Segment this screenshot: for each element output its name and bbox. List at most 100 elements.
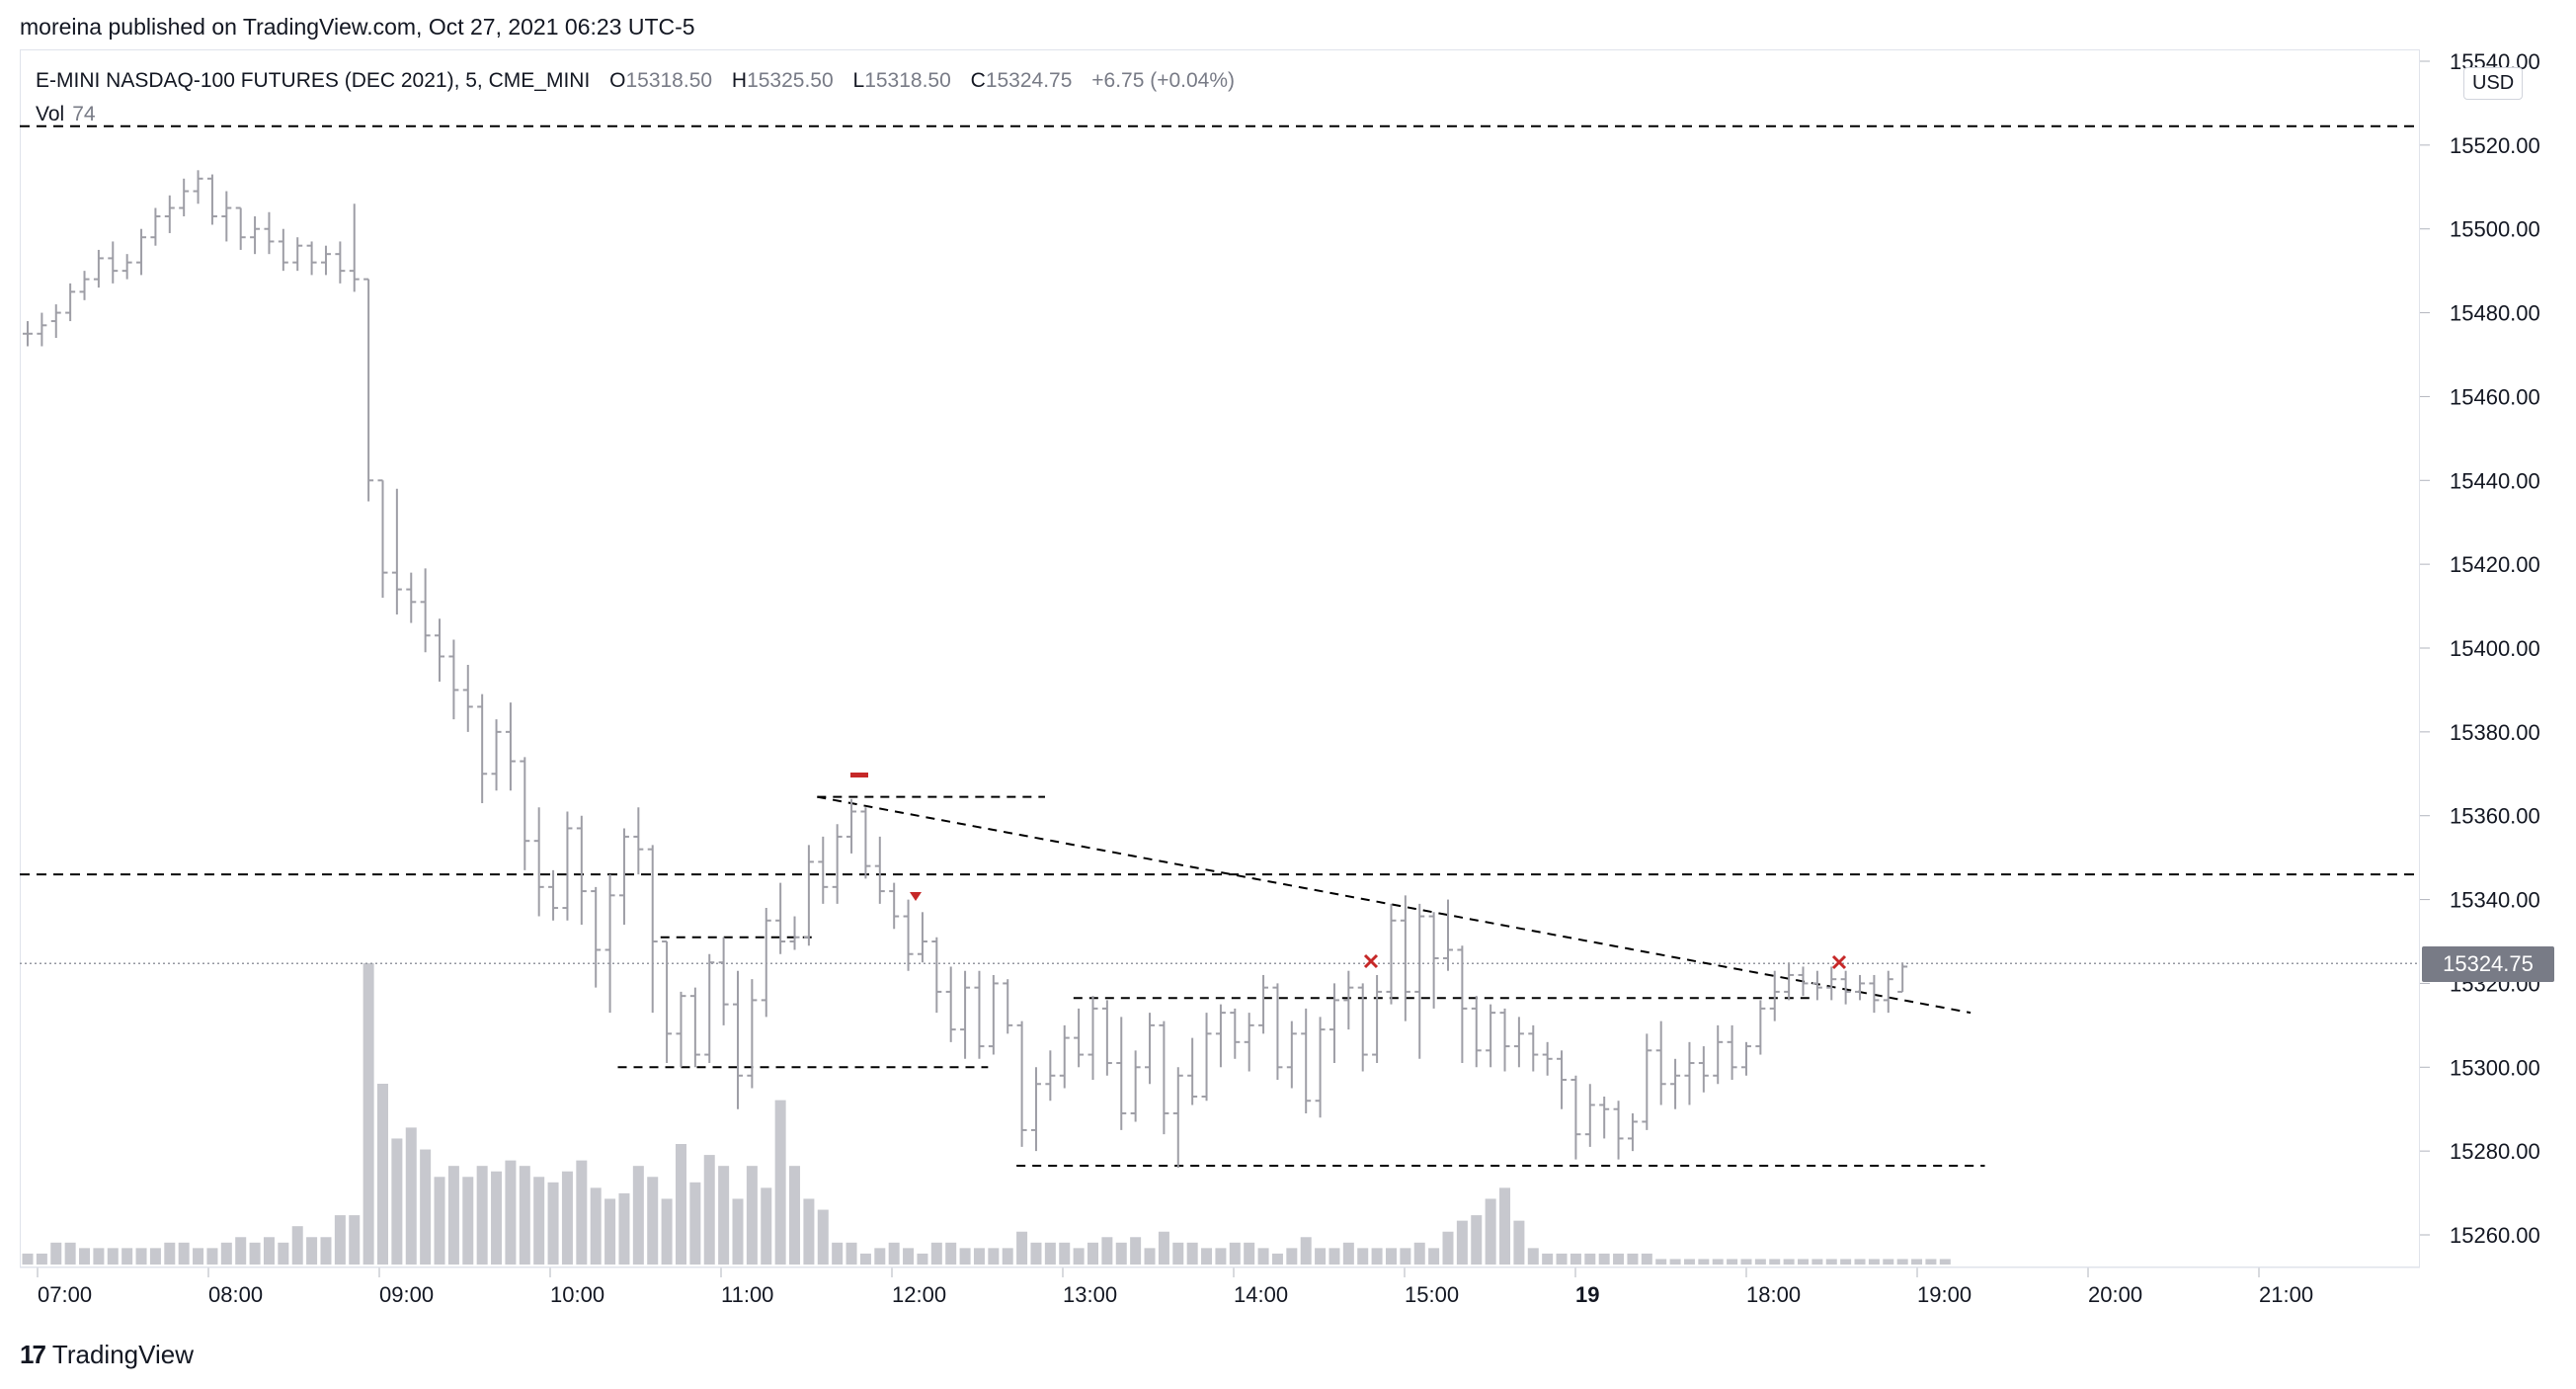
currency-badge[interactable]: USD: [2463, 67, 2524, 100]
volume-bar: [661, 1198, 673, 1265]
volume-bar: [746, 1166, 758, 1265]
short-entry-marker: [850, 773, 868, 777]
volume-bar: [1400, 1248, 1411, 1265]
volume-bar: [1059, 1242, 1071, 1265]
volume-bar: [121, 1248, 133, 1265]
volume-bar: [164, 1242, 176, 1265]
volume-bar: [1896, 1259, 1908, 1265]
time-tick-label: 21:00: [2259, 1282, 2313, 1307]
price-tick-label: 15360.00: [2450, 804, 2540, 829]
volume-bar: [547, 1182, 559, 1265]
volume-bar: [675, 1144, 686, 1265]
volume-bar: [1371, 1248, 1383, 1265]
volume-bar: [1740, 1259, 1752, 1265]
time-tick-label: 10:00: [550, 1282, 604, 1307]
volume-bar: [817, 1209, 829, 1265]
volume-bar: [1130, 1237, 1142, 1265]
volume-bar: [278, 1242, 289, 1265]
volume-bar: [405, 1127, 417, 1265]
volume-bar: [1613, 1253, 1625, 1265]
volume-bar: [1499, 1187, 1511, 1265]
publish-line: moreina published on TradingView.com, Oc…: [20, 14, 695, 40]
volume-bar: [917, 1253, 928, 1265]
volume-bar: [689, 1182, 701, 1265]
low-value: 15318.50: [864, 69, 951, 92]
volume-bar: [1471, 1215, 1483, 1265]
volume-bar: [1754, 1259, 1766, 1265]
volume-bar: [1428, 1248, 1440, 1265]
volume-bar: [1101, 1237, 1113, 1265]
volume-bar: [505, 1160, 517, 1265]
volume-bar: [1342, 1242, 1354, 1265]
price-tick-label: 15480.00: [2450, 301, 2540, 326]
volume-bar: [761, 1187, 772, 1265]
volume-bar: [903, 1248, 915, 1265]
volume-bar: [149, 1248, 161, 1265]
volume-bar: [107, 1248, 119, 1265]
volume-bar: [50, 1242, 62, 1265]
volume-bar: [349, 1215, 361, 1265]
tradingview-logo-icon: 17: [20, 1340, 46, 1369]
volume-bar: [420, 1149, 432, 1265]
volume-bar: [220, 1242, 232, 1265]
volume-bar: [1669, 1259, 1681, 1265]
volume-bar: [959, 1248, 971, 1265]
volume-bar: [1542, 1253, 1554, 1265]
volume-bar: [1598, 1253, 1610, 1265]
volume-bar: [1655, 1259, 1667, 1265]
volume-bar: [1570, 1253, 1581, 1265]
volume-bar: [604, 1198, 616, 1265]
volume-bar: [93, 1248, 105, 1265]
time-tick-label: 13:00: [1063, 1282, 1117, 1307]
volume-bar: [235, 1237, 247, 1265]
volume-bar: [1783, 1259, 1795, 1265]
volume-bar: [1044, 1242, 1056, 1265]
volume-bar: [1712, 1259, 1724, 1265]
time-tick-label: 19:00: [1917, 1282, 1972, 1307]
volume-bar: [1286, 1248, 1298, 1265]
volume-bar: [1527, 1248, 1539, 1265]
volume-bar: [1769, 1259, 1781, 1265]
volume-bar: [64, 1242, 76, 1265]
volume-bar: [888, 1242, 900, 1265]
price-tick-label: 15500.00: [2450, 217, 2540, 242]
volume-bar: [1016, 1231, 1028, 1265]
volume-bar: [618, 1192, 630, 1265]
volume-bar: [491, 1171, 503, 1265]
price-tick-label: 15300.00: [2450, 1055, 2540, 1080]
volume-bar: [1627, 1253, 1639, 1265]
volume-bar: [1229, 1242, 1241, 1265]
volume-bar: [1144, 1248, 1156, 1265]
volume-bar: [377, 1084, 388, 1265]
volume-bar: [1868, 1259, 1880, 1265]
volume-bar: [178, 1242, 190, 1265]
volume-bar: [1811, 1259, 1823, 1265]
volume-bar: [1556, 1253, 1568, 1265]
time-tick-label: 20:00: [2088, 1282, 2142, 1307]
price-tick-label: 15280.00: [2450, 1139, 2540, 1164]
volume-bar: [362, 963, 374, 1265]
trend-line: [817, 795, 1972, 1015]
open-value: 15318.50: [625, 69, 713, 92]
volume-bar: [647, 1177, 659, 1265]
volume-bar: [1030, 1242, 1042, 1265]
volume-bar: [732, 1198, 744, 1265]
volume-bar: [859, 1253, 871, 1265]
volume-bar: [988, 1248, 1000, 1265]
volume-bar: [320, 1237, 332, 1265]
volume-bar: [832, 1242, 844, 1265]
last-price-badge: 15324.75: [2422, 946, 2554, 982]
volume-bar: [1300, 1237, 1312, 1265]
volume-bar: [590, 1187, 602, 1265]
volume-bar: [1513, 1220, 1525, 1265]
symbol-name: E-MINI NASDAQ-100 FUTURES (DEC 2021), 5,…: [36, 69, 591, 92]
volume-bar: [632, 1166, 644, 1265]
volume-bar: [1315, 1248, 1327, 1265]
volume-bar: [22, 1253, 34, 1265]
volume-bar: [334, 1215, 346, 1265]
cross-marker-icon: [1363, 953, 1379, 969]
volume-bar: [1925, 1259, 1937, 1265]
footer-brand[interactable]: 17 TradingView: [20, 1340, 194, 1370]
high-label: H: [731, 69, 748, 92]
